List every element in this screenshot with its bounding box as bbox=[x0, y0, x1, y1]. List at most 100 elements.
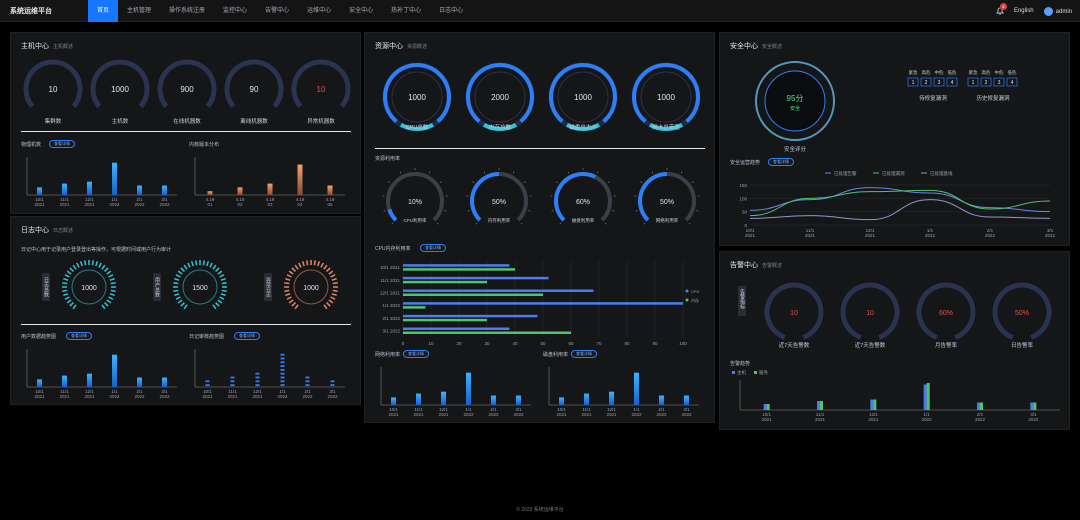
ring-tick bbox=[332, 282, 338, 285]
ring-tick bbox=[62, 282, 68, 285]
vuln-level: 低危 bbox=[1008, 69, 1017, 76]
tick-label: 12/1 bbox=[439, 407, 448, 412]
tick-label: 2/1 bbox=[490, 407, 497, 412]
user-menu[interactable]: admin bbox=[1043, 6, 1072, 16]
nav-item-5[interactable]: 运维中心 bbox=[307, 8, 332, 14]
tick-label: 11/1 bbox=[60, 197, 69, 202]
tick-label: 2/1 bbox=[136, 197, 143, 202]
bar-host bbox=[763, 404, 767, 410]
bell-icon[interactable]: 6 bbox=[996, 3, 1007, 15]
gauge-value: 90 bbox=[250, 85, 259, 94]
tick-label: 2022 bbox=[109, 394, 120, 399]
gauge-arc bbox=[466, 63, 534, 124]
ring-tick bbox=[106, 270, 112, 275]
ring-tick bbox=[66, 270, 72, 275]
gauge-track bbox=[992, 282, 1052, 340]
ring-tick bbox=[330, 296, 336, 300]
tick-label: 2022 bbox=[327, 394, 338, 399]
gauge-inner bbox=[640, 71, 692, 123]
gauge-arc-accent bbox=[483, 122, 517, 131]
ring-tick bbox=[106, 299, 112, 304]
tick-label: 3/1 bbox=[683, 407, 690, 412]
language-switch[interactable]: English bbox=[1013, 8, 1034, 14]
util-tick bbox=[551, 210, 554, 212]
ring-tick bbox=[174, 277, 180, 281]
ring-value: 1000 bbox=[81, 285, 97, 292]
ring-tick bbox=[220, 277, 226, 281]
gauge-label: 离线机器数 bbox=[240, 117, 268, 125]
nav-item-2[interactable]: 操作系统注册 bbox=[169, 8, 206, 14]
alarm-center-title: 告警中心 告警概述 bbox=[730, 262, 783, 269]
util-tick bbox=[604, 222, 607, 225]
series-line bbox=[749, 189, 1051, 217]
nav-item-1[interactable]: 主机管理 bbox=[127, 8, 152, 14]
ring-tick bbox=[219, 296, 225, 300]
ring-tick bbox=[190, 261, 194, 267]
ring-tick bbox=[72, 264, 77, 270]
tick-label: 1/1 bbox=[111, 389, 118, 394]
bar-host bbox=[923, 384, 927, 410]
bar-segment bbox=[305, 376, 310, 379]
ring-tick bbox=[323, 264, 328, 270]
tick-label: 60 bbox=[568, 341, 574, 346]
util-tick bbox=[428, 171, 431, 174]
ring-tick bbox=[320, 262, 324, 268]
ring-tick bbox=[72, 304, 77, 310]
tick-label: 2021 bbox=[84, 394, 95, 399]
divider bbox=[21, 324, 351, 325]
nav-item-8[interactable]: 日志中心 bbox=[439, 8, 464, 14]
util-tick bbox=[520, 222, 523, 225]
alarm-vlabel: 告警指标 bbox=[739, 288, 745, 310]
kernel-dist-title: 内核版本分布 bbox=[189, 142, 220, 148]
audit-trend-detail-button[interactable]: 查看详情 bbox=[234, 332, 260, 340]
tick-label: 2021 bbox=[868, 417, 879, 422]
security-detail-button[interactable]: 查看详情 bbox=[768, 158, 794, 166]
ring-tick bbox=[212, 264, 217, 270]
tick-label: 2021 bbox=[227, 394, 238, 399]
ring-tick bbox=[284, 282, 290, 285]
user-trend-detail-button[interactable]: 查看详情 bbox=[66, 332, 92, 340]
util-tick bbox=[388, 181, 391, 184]
ring-label-box bbox=[264, 273, 272, 301]
nav-item-7[interactable]: 热补丁中心 bbox=[391, 8, 422, 14]
tick-label: 10/1 bbox=[762, 412, 771, 417]
gauge-value: 10 bbox=[317, 85, 326, 94]
security-trend-chart: 已处理告警 已处理漏洞 已处理基线05010015010/1202111/12021… bbox=[739, 170, 1055, 238]
util-value: 50% bbox=[660, 199, 674, 206]
host-center-title: 主机中心 主机概述 bbox=[21, 43, 74, 50]
bar-cpu bbox=[403, 264, 510, 267]
user-trend-chart: 10/1202111/1202112/120211/120222/120223/… bbox=[26, 349, 177, 399]
bar-segment bbox=[205, 380, 210, 383]
nav-item-4[interactable]: 告警中心 bbox=[265, 8, 290, 14]
bar-segment bbox=[305, 384, 310, 386]
tick-label: 10/1 bbox=[746, 228, 755, 233]
nav-item-3[interactable]: 监控中心 bbox=[223, 8, 248, 14]
gauge-value: 1000 bbox=[111, 85, 129, 94]
nav-item-0[interactable]: 首页 bbox=[88, 0, 119, 22]
bar bbox=[609, 391, 614, 405]
alarm-center-panel: 告警中心 告警概述 告警指标 10 近7天告警数 10 近7天告警数 60% 月告警率 50% 日… bbox=[719, 251, 1070, 430]
bar bbox=[162, 185, 167, 195]
network-detail-button[interactable]: 查看详情 bbox=[403, 350, 429, 358]
ring-tick bbox=[180, 302, 185, 307]
util-label: 网络利用率 bbox=[656, 217, 679, 224]
tick-label: 2/1 bbox=[136, 389, 143, 394]
tick-label: 3/1 bbox=[161, 197, 168, 202]
util-label: 内存利用率 bbox=[488, 217, 511, 224]
ring-tick bbox=[285, 277, 291, 281]
tick-label: 2021 bbox=[745, 233, 756, 238]
nav-item-6[interactable]: 安全中心 bbox=[349, 8, 374, 14]
cpu-mem-detail-button[interactable]: 查看详情 bbox=[420, 244, 446, 252]
physical-detail-button[interactable]: 查看详情 bbox=[49, 140, 75, 148]
ring-tick bbox=[187, 262, 191, 268]
gauge-arc-accent bbox=[566, 122, 600, 131]
vuln-count: 1 bbox=[972, 80, 975, 86]
disk-detail-button[interactable]: 查看详情 bbox=[571, 350, 597, 358]
ring-tick bbox=[323, 304, 328, 310]
bar-host bbox=[870, 399, 874, 410]
util-tick bbox=[643, 222, 646, 225]
ring-value: 1500 bbox=[192, 285, 208, 292]
bar-cpu bbox=[403, 327, 510, 330]
tick-label: 4.19 bbox=[266, 197, 275, 202]
ring-tick bbox=[202, 260, 205, 266]
